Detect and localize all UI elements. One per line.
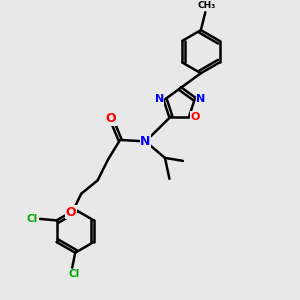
Text: O: O bbox=[65, 206, 76, 219]
Text: N: N bbox=[196, 94, 205, 104]
Text: CH₃: CH₃ bbox=[198, 1, 216, 10]
Text: N: N bbox=[154, 94, 164, 104]
Text: O: O bbox=[191, 112, 200, 122]
Text: Cl: Cl bbox=[27, 214, 38, 224]
Text: Cl: Cl bbox=[68, 269, 79, 279]
Text: N: N bbox=[140, 135, 151, 148]
Text: O: O bbox=[106, 112, 116, 125]
